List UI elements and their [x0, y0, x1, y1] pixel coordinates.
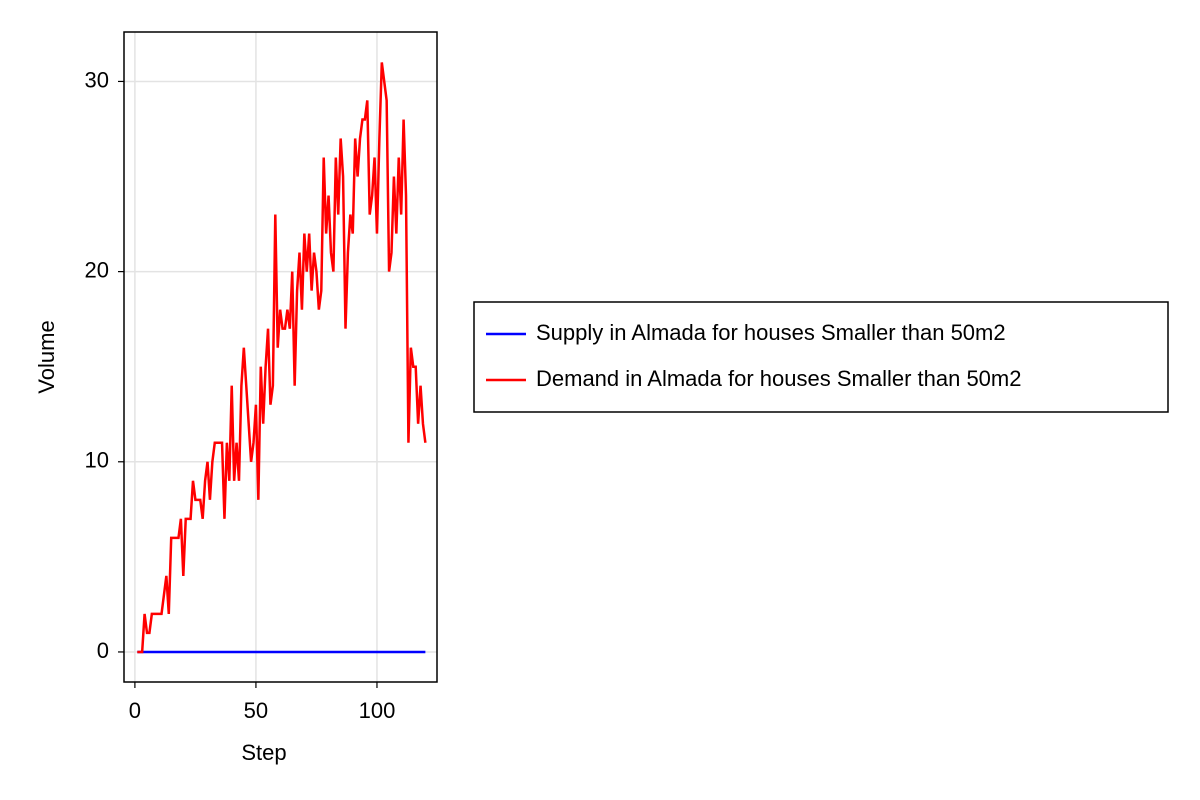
x-tick-label: 0 — [129, 698, 141, 723]
y-tick-label: 10 — [85, 448, 109, 473]
plot-frame — [123, 31, 438, 683]
x-axis-label: Step — [241, 740, 286, 765]
y-axis-label: Volume — [34, 320, 59, 393]
legend-label: Demand in Almada for houses Smaller than… — [536, 366, 1021, 391]
y-tick-label: 0 — [97, 638, 109, 663]
y-tick-label: 20 — [85, 257, 109, 282]
x-tick-label: 50 — [244, 698, 268, 723]
legend-label: Supply in Almada for houses Smaller than… — [536, 320, 1006, 345]
legend-box — [473, 301, 1169, 413]
y-tick-label: 30 — [85, 67, 109, 92]
data-line — [137, 62, 427, 654]
x-tick-label: 100 — [359, 698, 396, 723]
